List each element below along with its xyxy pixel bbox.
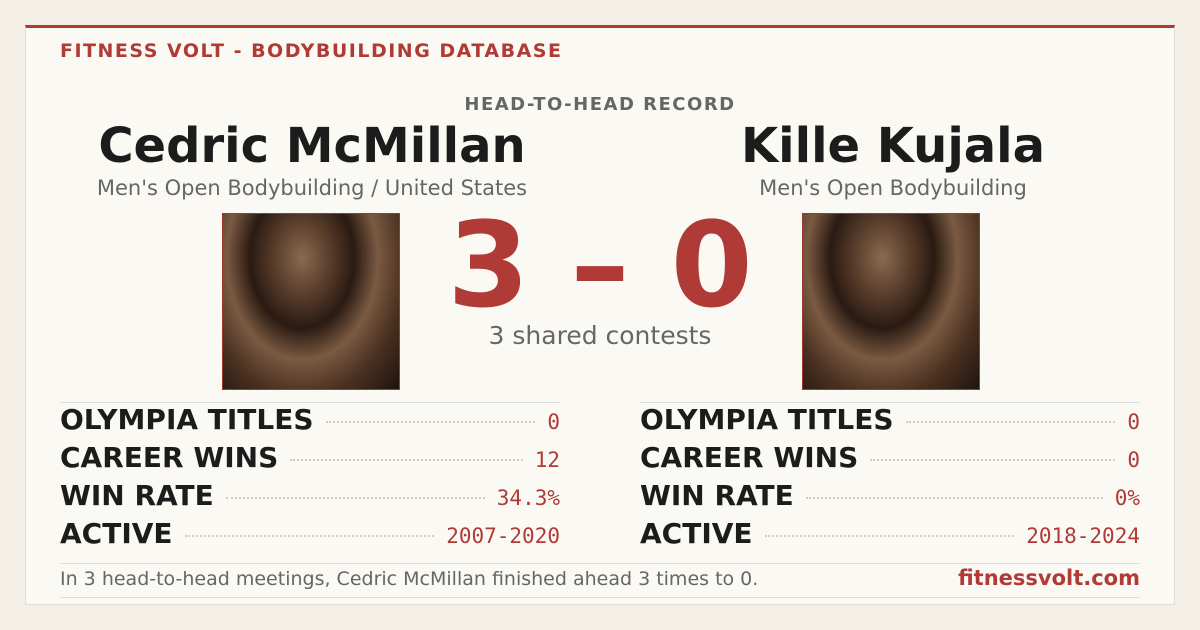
- athlete-photo: [222, 213, 400, 390]
- dot-leader: [905, 421, 1116, 423]
- stat-row: WIN RATE 34.3%: [60, 479, 560, 517]
- athlete-name: Kille Kujala: [740, 118, 1046, 174]
- stat-row: ACTIVE 2007-2020: [60, 517, 560, 555]
- stat-value: 2018-2024: [1026, 524, 1140, 548]
- dot-leader: [870, 459, 1116, 461]
- stat-value: 0: [1127, 410, 1140, 434]
- dot-leader: [764, 535, 1015, 537]
- dot-leader: [325, 421, 536, 423]
- divider: [60, 563, 1140, 564]
- dot-leader: [184, 535, 435, 537]
- brand: FITNESS VOLT - BODYBUILDING DATABASE: [60, 40, 563, 62]
- stat-row: CAREER WINS 12: [60, 441, 560, 479]
- athlete-division: Men's Open Bodybuilding: [759, 176, 1027, 200]
- stat-label: WIN RATE: [60, 479, 214, 512]
- shared-contests: 3 shared contests: [488, 321, 712, 350]
- stat-label: ACTIVE: [640, 517, 753, 550]
- card: [25, 25, 1175, 605]
- score: 3 – 0: [447, 196, 753, 334]
- stat-value: 2007-2020: [446, 524, 560, 548]
- stat-row: OLYMPIA TITLES 0: [60, 403, 560, 441]
- matchup-label: HEAD-TO-HEAD RECORD: [464, 94, 736, 115]
- stats-list: OLYMPIA TITLES 0 CAREER WINS 12 WIN RATE 34.3…: [60, 402, 560, 555]
- stat-value: 34.3%: [496, 486, 560, 510]
- site-link[interactable]: fitnessvolt.com: [958, 566, 1140, 590]
- stat-label: ACTIVE: [60, 517, 173, 550]
- athlete-name: Cedric McMillan: [98, 118, 526, 174]
- summary: In 3 head-to-head meetings, Cedric McMil…: [60, 568, 759, 590]
- stat-label: WIN RATE: [640, 479, 794, 512]
- dot-leader: [805, 497, 1103, 499]
- stat-label: OLYMPIA TITLES: [640, 403, 894, 436]
- athlete-division: Men's Open Bodybuilding / United States: [96, 176, 528, 200]
- dot-leader: [290, 459, 523, 461]
- stat-value: 0: [547, 410, 560, 434]
- stat-label: CAREER WINS: [60, 441, 279, 474]
- stat-row: OLYMPIA TITLES 0: [640, 403, 1140, 441]
- stat-label: CAREER WINS: [640, 441, 859, 474]
- stats-list: OLYMPIA TITLES 0 CAREER WINS 0 WIN RATE 0% ACT…: [640, 402, 1140, 555]
- athlete-photo: [802, 213, 980, 390]
- stat-row: CAREER WINS 0: [640, 441, 1140, 479]
- divider: [60, 597, 1140, 598]
- stat-value: 0: [1127, 448, 1140, 472]
- dot-leader: [225, 497, 485, 499]
- stat-value: 0%: [1114, 486, 1140, 510]
- stat-row: ACTIVE 2018-2024: [640, 517, 1140, 555]
- stat-row: WIN RATE 0%: [640, 479, 1140, 517]
- stat-value: 12: [534, 448, 560, 472]
- stat-label: OLYMPIA TITLES: [60, 403, 314, 436]
